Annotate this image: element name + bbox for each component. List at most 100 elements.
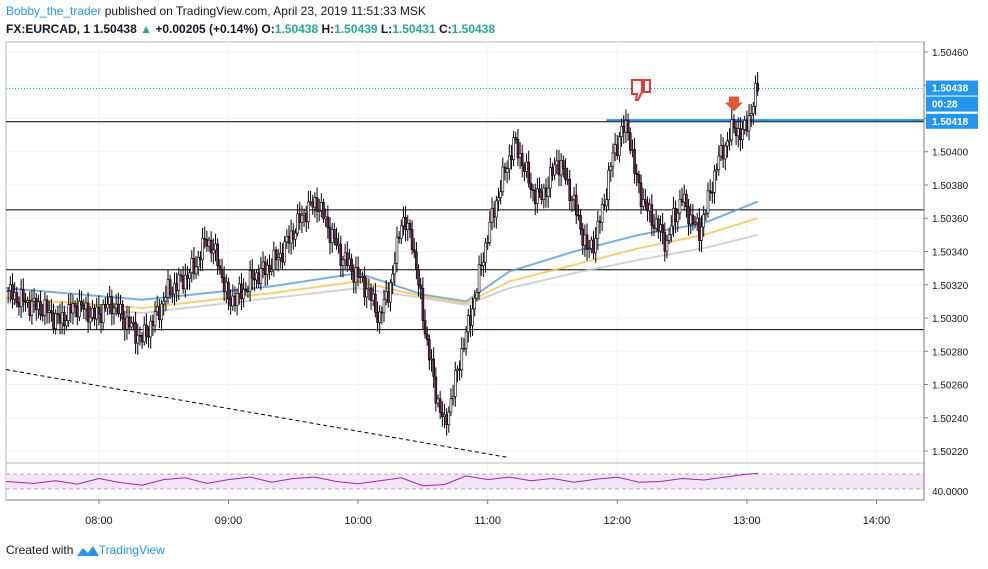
candle-body — [207, 239, 211, 247]
x-tick-label: 08:00 — [85, 515, 113, 527]
candle-body — [687, 206, 690, 225]
candle-body — [201, 238, 204, 261]
candle-body — [149, 320, 153, 338]
candle-body — [142, 324, 146, 343]
low-value: 1.50431 — [392, 22, 436, 36]
candle-body — [205, 238, 209, 247]
candle-body — [574, 194, 578, 216]
candle-body — [747, 115, 751, 132]
chart-grid — [5, 41, 925, 501]
candle-body — [691, 214, 695, 225]
y-tick-label: 1.50320 — [932, 281, 969, 292]
candle-body — [168, 279, 172, 295]
candle-body — [41, 314, 45, 317]
candle-body — [704, 212, 708, 216]
candle-body — [151, 320, 155, 327]
candle-body — [469, 315, 472, 326]
candle-body — [309, 201, 312, 204]
candle-body — [153, 311, 157, 327]
candle-body — [181, 275, 185, 290]
candle-body — [572, 194, 576, 201]
candle-body — [17, 302, 21, 308]
candle-body — [745, 120, 749, 132]
tradingview-logo-icon — [76, 545, 99, 556]
candle-body — [6, 290, 10, 292]
plot-frame — [5, 41, 925, 501]
candle-body — [421, 287, 425, 321]
author-link[interactable]: Bobby_the_trader — [6, 4, 102, 18]
candle-body — [730, 119, 734, 141]
candle-body — [402, 216, 405, 227]
candle-body — [158, 306, 161, 321]
tradingview-brand[interactable]: TradingView — [98, 543, 165, 557]
candle-body — [26, 300, 29, 303]
candle-body — [425, 333, 429, 340]
candle-body — [743, 120, 747, 130]
y-tick-label: 1.50460 — [932, 48, 969, 59]
candle-body — [93, 307, 96, 320]
candle-body — [417, 269, 420, 286]
candle-body — [285, 235, 289, 243]
candle-body — [693, 222, 697, 225]
candle-body — [244, 289, 248, 292]
y-tick-label: 1.50220 — [932, 447, 969, 458]
candle-body — [579, 215, 582, 230]
candle-body — [39, 301, 42, 316]
candle-body — [635, 172, 639, 175]
candle-body — [261, 261, 265, 269]
candle-body — [15, 292, 19, 303]
candle-body — [291, 230, 295, 240]
candle-body — [119, 304, 122, 315]
candle-body — [564, 167, 567, 180]
candle-body — [343, 252, 347, 261]
candle-body — [680, 198, 684, 203]
candle-body — [220, 269, 224, 278]
candle-body — [162, 300, 165, 305]
candle-body — [382, 299, 386, 314]
candle-body — [587, 248, 591, 250]
candle-body — [488, 221, 492, 243]
candle-body — [183, 274, 187, 290]
candle-body — [235, 292, 239, 306]
price-change: +0.00205 (+0.14%) — [155, 22, 259, 36]
candle-body — [9, 284, 12, 291]
candle-body — [430, 358, 433, 361]
candle-body — [108, 296, 111, 305]
candle-body — [505, 168, 509, 173]
candle-body — [307, 201, 310, 222]
candle-body — [419, 284, 423, 289]
y-tick-label: 1.50360 — [932, 214, 969, 225]
candle-body — [283, 241, 286, 263]
candle-body — [663, 232, 667, 252]
candle-body — [486, 242, 489, 244]
candle-body — [69, 304, 73, 314]
candle-body — [451, 396, 455, 399]
candle-body — [466, 315, 470, 333]
candle-body — [460, 348, 464, 371]
candle-body — [279, 253, 282, 259]
candle-body — [30, 301, 34, 316]
candle-body — [527, 161, 531, 184]
candle-body — [644, 199, 647, 204]
x-tick-label: 09:00 — [215, 515, 243, 527]
publish-info: Bobby_the_trader published on TradingVie… — [6, 4, 426, 18]
candle-body — [73, 303, 77, 307]
candle-body — [212, 249, 215, 254]
candle-body — [214, 243, 217, 251]
candle-body — [713, 170, 716, 193]
candle-body — [613, 144, 617, 154]
candle-body — [67, 304, 70, 321]
candle-body — [274, 249, 278, 261]
candle-body — [536, 188, 539, 204]
candle-body — [581, 228, 585, 246]
y-tick-label: 1.50400 — [932, 148, 969, 159]
rsi-band — [6, 474, 924, 489]
candle-body — [646, 202, 649, 212]
candle-body — [190, 258, 194, 274]
candle-body — [406, 223, 410, 230]
candle-body — [603, 204, 606, 207]
symbol-name[interactable]: FX:EURCAD, 1 — [6, 22, 91, 36]
candle-body — [639, 182, 643, 207]
candle-body — [749, 113, 753, 116]
